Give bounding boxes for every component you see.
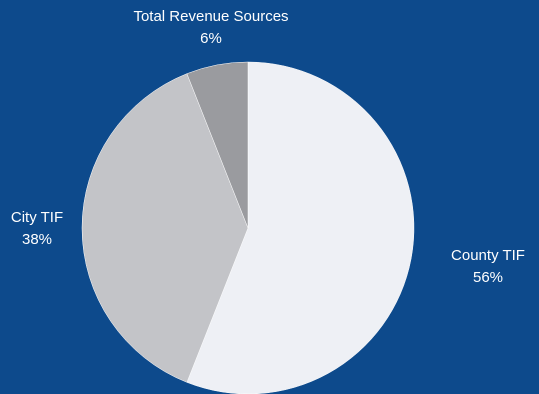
- pie-slice-city-tif: [81, 73, 249, 383]
- label-city-tif-name: City TIF: [10, 209, 64, 226]
- label-total-revenue-sources: Total Revenue Sources 6%: [133, 6, 288, 50]
- label-total-revenue-sources-value: 6%: [200, 30, 222, 47]
- pie-slice-total-revenue-sources: [186, 61, 249, 229]
- label-county-tif: County TIF 56%: [451, 245, 525, 289]
- label-county-tif-value: 56%: [472, 269, 504, 286]
- pie-slice-county-tif: [186, 61, 415, 394]
- label-total-revenue-sources-name: Total Revenue Sources: [133, 8, 289, 25]
- label-city-tif: City TIF 38%: [11, 207, 63, 251]
- label-city-tif-value: 38%: [21, 231, 53, 248]
- label-county-tif-name: County TIF: [451, 247, 525, 264]
